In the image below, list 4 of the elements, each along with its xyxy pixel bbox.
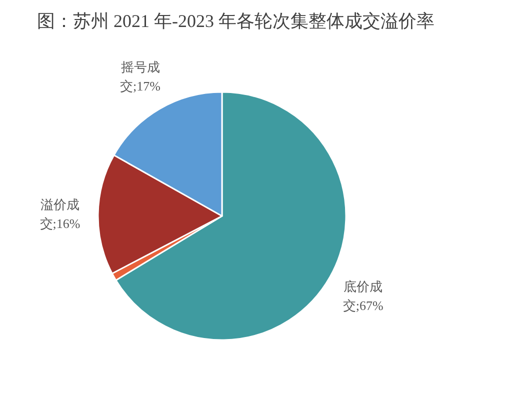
slice-label: 摇号成交;17% — [120, 59, 161, 94]
slice-label: 溢价成交;16% — [40, 196, 80, 230]
chart-title: 图：苏州 2021 年-2023 年各轮次集整体成交溢价率 — [37, 11, 434, 31]
slice-label: 底价成交;67% — [342, 278, 384, 312]
